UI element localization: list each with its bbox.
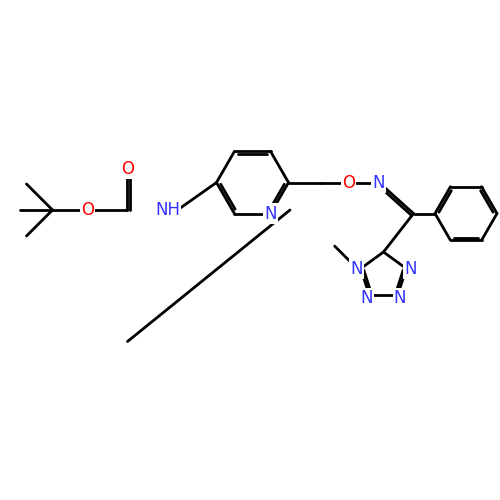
Text: O: O	[342, 174, 355, 192]
Text: O: O	[121, 160, 134, 178]
Text: N: N	[394, 289, 406, 307]
Text: N: N	[372, 174, 384, 192]
Text: N: N	[360, 289, 373, 307]
Text: N: N	[264, 204, 277, 222]
Text: N: N	[404, 260, 416, 278]
Text: NH: NH	[155, 201, 180, 219]
Text: N: N	[350, 260, 363, 278]
Text: O: O	[81, 201, 94, 219]
